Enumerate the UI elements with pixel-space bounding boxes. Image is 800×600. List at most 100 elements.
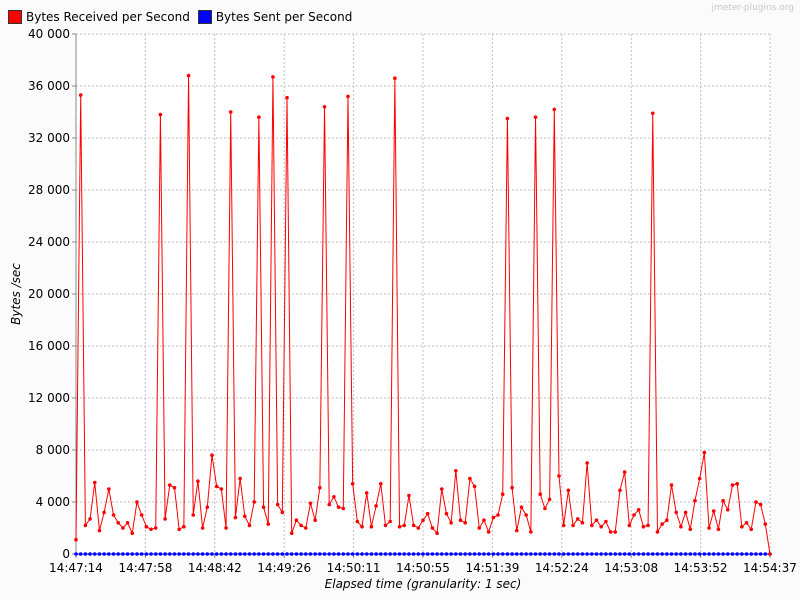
data-point-sent — [491, 552, 496, 556]
legend-swatch-received — [8, 10, 22, 24]
data-point-received — [632, 513, 636, 517]
data-point-sent — [210, 552, 214, 556]
data-point-received — [289, 531, 294, 535]
data-point-received — [491, 515, 496, 520]
data-point-received — [163, 517, 167, 521]
data-point-sent — [463, 552, 468, 556]
data-point-received — [88, 517, 92, 521]
data-point-received — [83, 523, 88, 528]
legend-label-received: Bytes Received per Second — [26, 10, 190, 24]
data-point-sent — [228, 552, 233, 556]
data-point-sent — [725, 552, 730, 556]
data-point-sent — [458, 552, 463, 556]
data-point-received — [529, 530, 533, 534]
data-point-received — [622, 470, 627, 474]
data-point-received — [524, 513, 528, 517]
data-point-sent — [566, 552, 571, 556]
data-point-sent — [608, 552, 613, 556]
data-point-received — [444, 511, 449, 516]
data-point-received — [233, 515, 238, 520]
data-point-sent — [158, 552, 163, 556]
data-point-received — [679, 524, 683, 529]
data-point-received — [172, 485, 177, 490]
data-point-sent — [182, 552, 186, 556]
data-point-sent — [599, 552, 603, 556]
data-point-sent — [425, 552, 430, 556]
data-point-received — [252, 500, 256, 504]
data-point-received — [97, 528, 102, 533]
data-point-sent — [172, 552, 177, 556]
data-point-received — [271, 75, 275, 79]
data-point-received — [744, 521, 749, 525]
data-point-sent — [247, 552, 252, 556]
x-tick-label: 14:47:58 — [118, 561, 172, 575]
data-point-sent — [214, 552, 219, 556]
data-point-received — [552, 107, 557, 112]
data-point-sent — [313, 552, 317, 556]
data-point-received — [697, 476, 702, 481]
data-point-sent — [191, 552, 196, 556]
data-point-received — [683, 510, 688, 515]
data-point-received — [280, 510, 285, 515]
data-point-sent — [407, 552, 411, 556]
data-point-sent — [543, 552, 547, 556]
data-point-sent — [468, 552, 472, 556]
data-point-sent — [533, 552, 538, 556]
data-point-sent — [519, 552, 524, 556]
data-point-received — [514, 528, 519, 533]
data-point-received — [257, 115, 261, 119]
data-point-received — [350, 482, 355, 486]
data-point-sent — [510, 552, 514, 556]
data-point-received — [463, 521, 468, 525]
data-point-received — [669, 483, 674, 487]
data-point-sent — [505, 552, 510, 556]
data-point-received — [702, 450, 707, 455]
data-point-sent — [730, 552, 735, 556]
data-point-sent — [444, 552, 449, 556]
data-point-received — [388, 519, 392, 524]
data-point-received — [496, 513, 500, 517]
data-point-sent — [186, 552, 191, 556]
data-point-sent — [74, 552, 78, 556]
data-point-sent — [416, 552, 421, 556]
data-point-received — [153, 526, 158, 530]
data-point-received — [191, 513, 196, 517]
data-point-sent — [350, 552, 355, 556]
data-point-sent — [552, 552, 557, 556]
data-point-received — [674, 510, 679, 515]
data-point-sent — [585, 552, 589, 556]
data-point-received — [590, 523, 594, 528]
data-point-sent — [693, 552, 697, 556]
y-axis-label: Bytes /sec — [9, 263, 23, 325]
y-tick-label: 12 000 — [28, 391, 70, 405]
data-point-received — [139, 513, 144, 517]
data-point-sent — [688, 552, 693, 556]
data-point-sent — [346, 552, 350, 556]
data-point-received — [641, 524, 646, 529]
data-point-sent — [97, 552, 102, 556]
data-point-sent — [529, 552, 533, 556]
data-point-sent — [613, 552, 618, 556]
data-point-sent — [604, 552, 608, 556]
data-point-received — [332, 495, 336, 499]
data-point-received — [411, 523, 416, 528]
data-point-sent — [139, 552, 144, 556]
data-point-received — [369, 524, 374, 529]
data-point-received — [627, 523, 632, 528]
data-point-received — [149, 527, 153, 532]
data-point-sent — [332, 552, 336, 556]
data-point-received — [533, 115, 538, 119]
data-point-received — [167, 483, 172, 487]
data-point-sent — [679, 552, 683, 556]
data-point-received — [78, 93, 83, 97]
data-point-received — [468, 476, 472, 481]
data-point-received — [543, 506, 547, 511]
data-point-sent — [83, 552, 88, 556]
data-point-received — [397, 524, 402, 529]
data-point-received — [200, 526, 205, 530]
data-point-sent — [233, 552, 238, 556]
data-point-sent — [641, 552, 646, 556]
data-point-received — [318, 485, 322, 490]
data-point-sent — [303, 552, 308, 556]
data-point-sent — [496, 552, 500, 556]
